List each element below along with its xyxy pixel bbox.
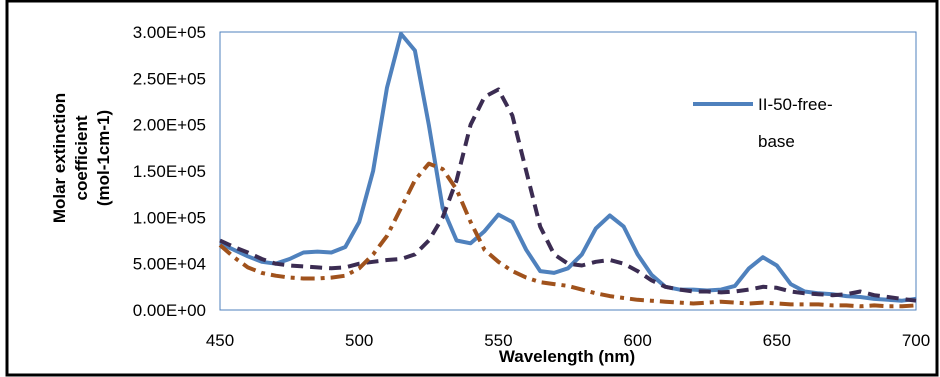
series-line-3 — [218, 161, 917, 309]
y-tick-label: 2.50E+05 — [133, 69, 206, 88]
y-tick-label: 1.50E+05 — [133, 162, 206, 181]
x-tick-label: 450 — [206, 331, 234, 350]
x-tick-label: 700 — [902, 331, 930, 350]
y-tick-label: 5.00E+04 — [133, 255, 206, 274]
chart-outer-border — [5, 0, 939, 377]
y-tick-label: 0.00E+00 — [133, 301, 206, 320]
x-tick-label: 550 — [484, 331, 512, 350]
y-tick-label: 3.00E+05 — [133, 23, 206, 42]
x-tick-label: 650 — [763, 331, 791, 350]
y-tick-label: 2.00E+05 — [133, 116, 206, 135]
x-tick-label: 500 — [345, 331, 373, 350]
legend-label-line-1: II-50-free- — [758, 95, 833, 114]
y-axis-title: Molar extinction coefficient (mol-1cm-1) — [50, 93, 113, 223]
legend: II-50-free- base — [693, 95, 833, 151]
series-line-1 — [219, 31, 917, 303]
plot-area-border — [219, 31, 917, 311]
x-tick-labels: 450 500 550 600 650 700 — [206, 331, 930, 350]
y-axis-title-line-1: Molar extinction — [50, 93, 69, 223]
x-axis-title: Wavelength (nm) — [499, 347, 635, 366]
y-tick-label: 1.00E+05 — [133, 208, 206, 227]
series-line-2 — [219, 87, 917, 303]
y-tick-labels: 0.00E+00 5.00E+04 1.00E+05 1.50E+05 2.00E+05… — [133, 23, 206, 320]
y-axis-title-line-2: coefficient — [72, 115, 91, 200]
y-axis-title-line-3: (mol-1cm-1) — [94, 110, 113, 206]
legend-label-line-2: base — [758, 132, 795, 151]
x-tick-label: 600 — [623, 331, 651, 350]
series-layer — [218, 31, 917, 309]
